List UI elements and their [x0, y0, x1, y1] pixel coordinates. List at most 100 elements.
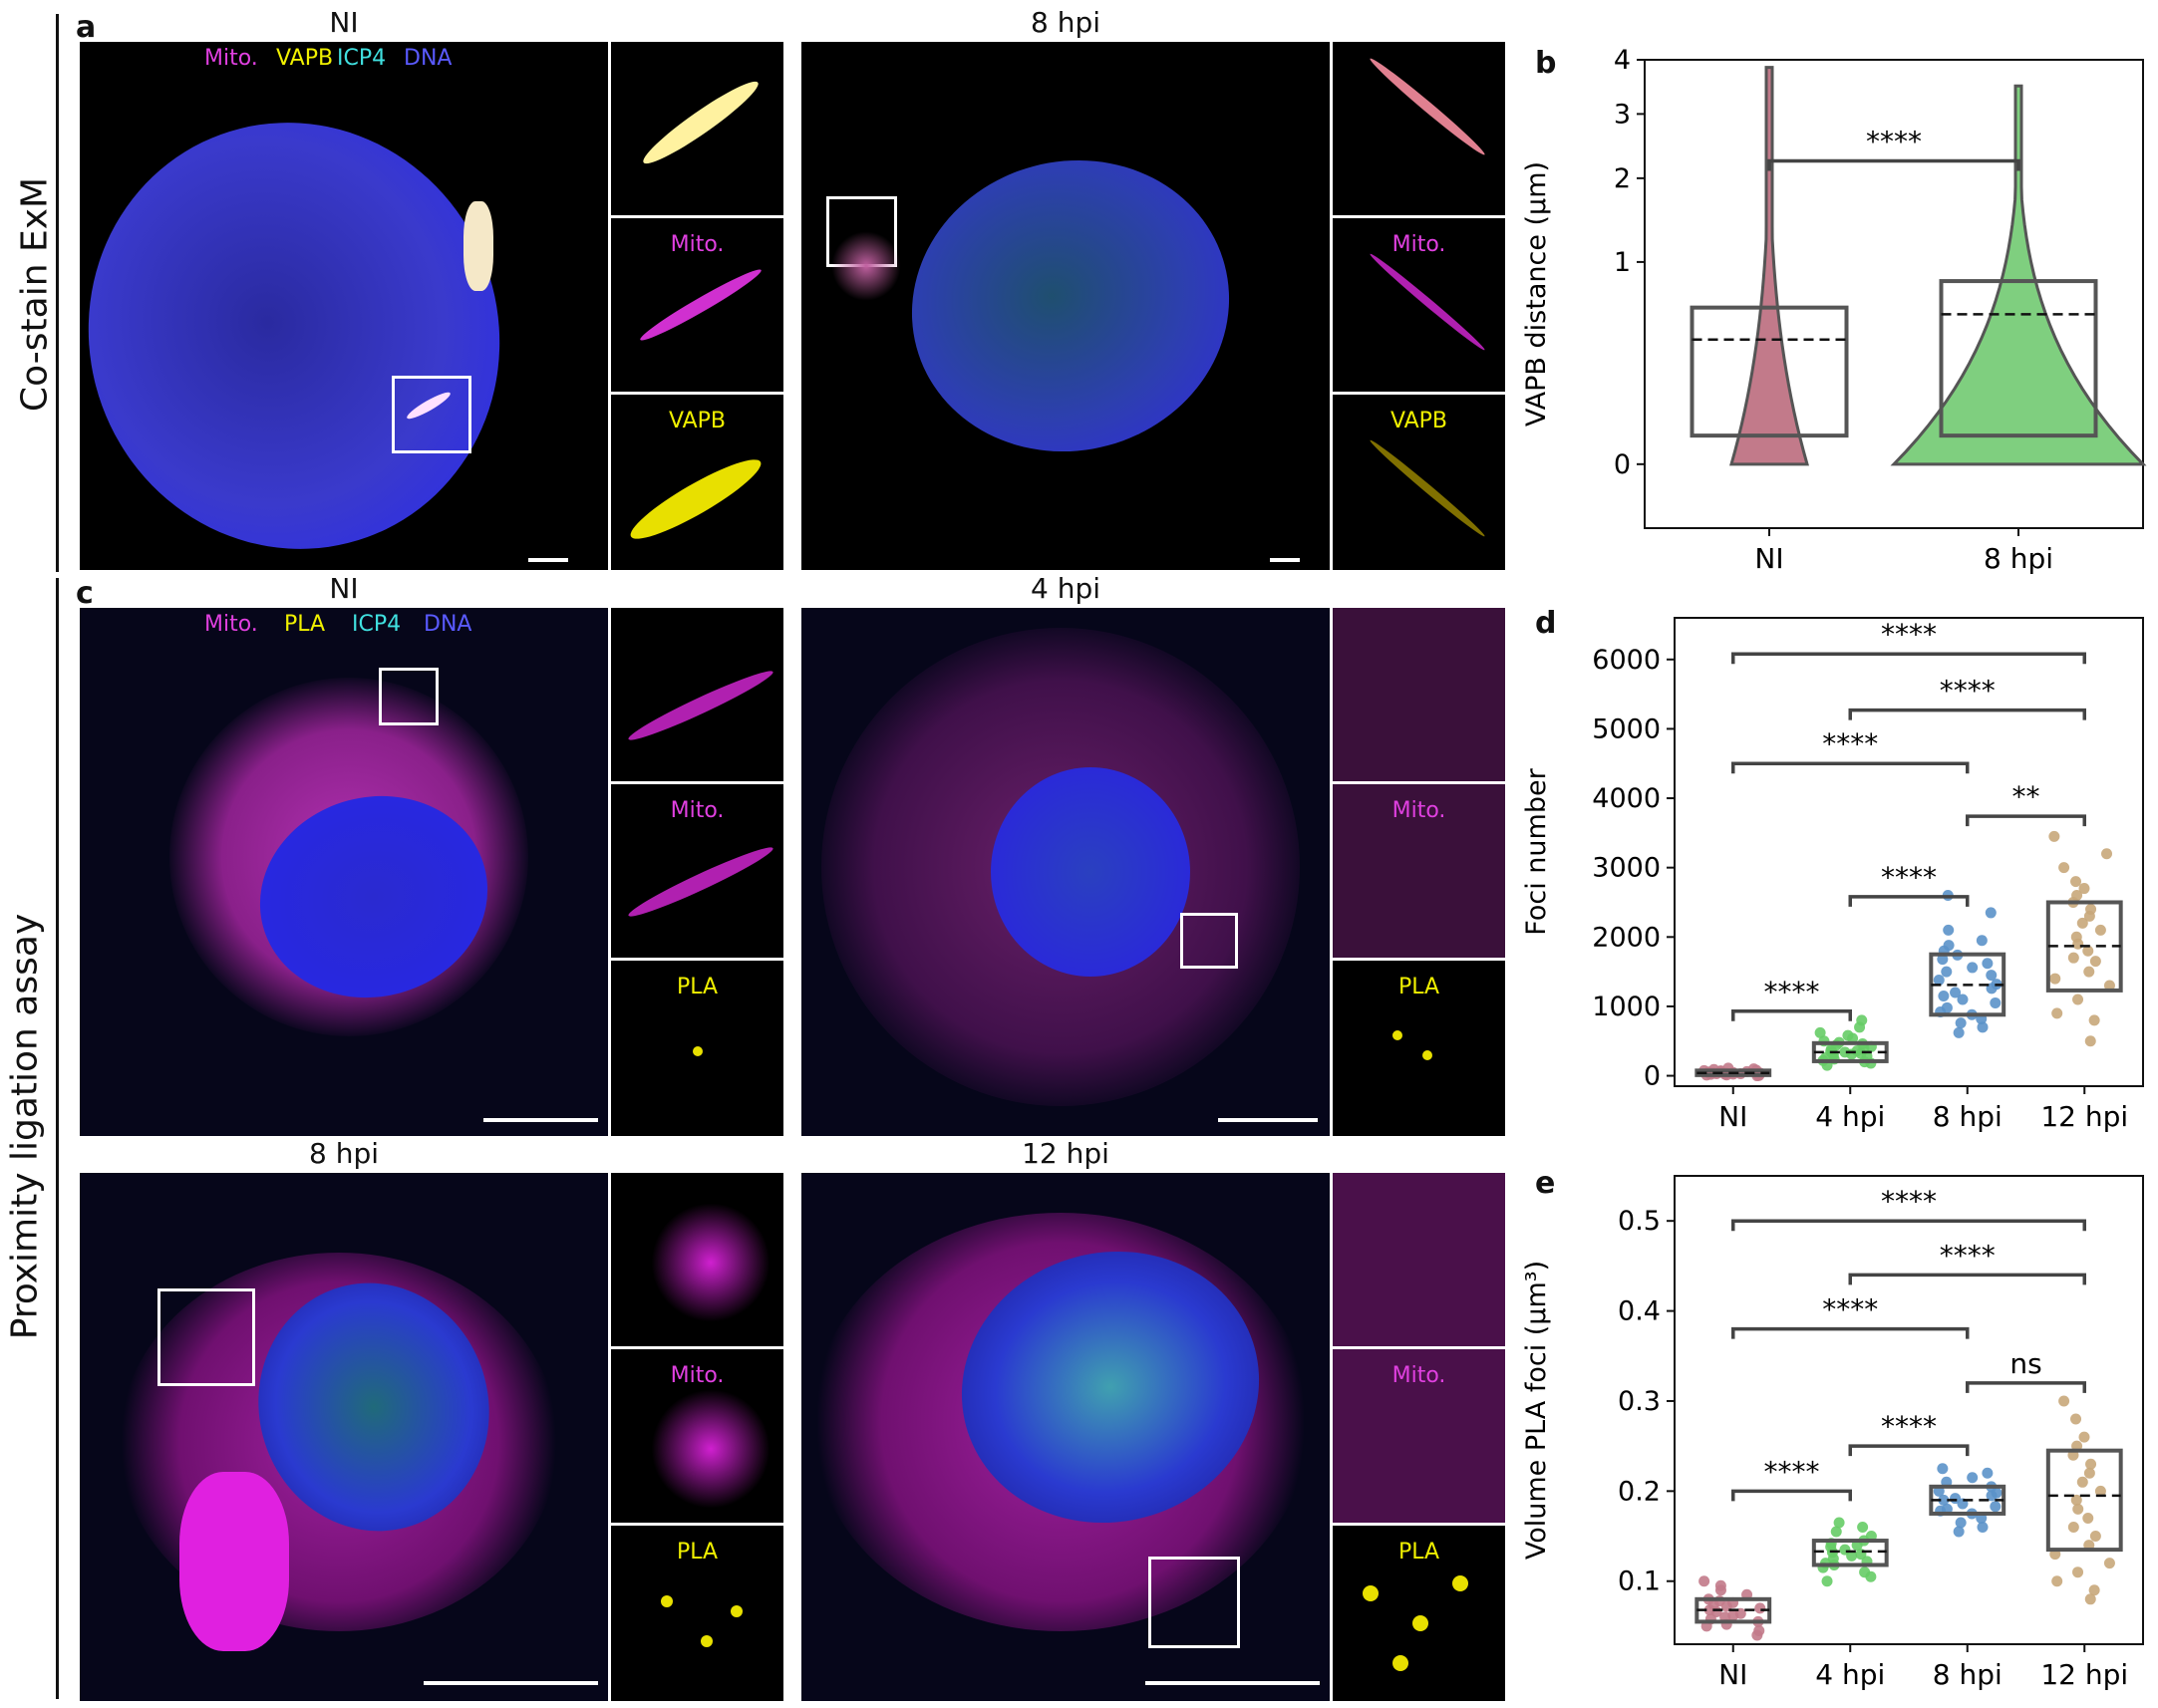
panel-a-title-8hpi: 8 hpi — [801, 6, 1330, 39]
scale-bar — [528, 558, 568, 562]
y-tick-label: 2 — [1614, 163, 1631, 194]
mito-network — [831, 231, 901, 301]
mito-signal — [1368, 251, 1487, 354]
row-label-coexm: Co-stain ExM — [15, 170, 56, 420]
inset-a-ni-merge — [611, 42, 783, 215]
data-point — [1842, 1030, 1853, 1041]
pla-spot — [731, 1605, 743, 1617]
pla-spot — [1412, 1615, 1428, 1631]
data-point — [1982, 1468, 1993, 1479]
inset-label-vapb: VAPB — [611, 409, 783, 433]
roi-box — [1180, 913, 1238, 969]
chart-b: 01234NI 8 hpiVAPB distance (µm)**** — [1515, 40, 2153, 598]
data-point — [1954, 1027, 1965, 1038]
significance-label: **** — [1764, 1455, 1820, 1488]
data-point — [2068, 953, 2079, 964]
inset-c-ni-pla: PLA — [611, 961, 783, 1136]
inset-label-mito: Mito. — [1333, 232, 1505, 257]
data-point — [1839, 1545, 1850, 1556]
micrograph-c-8hpi — [80, 1173, 608, 1701]
row-divider-top — [56, 14, 59, 572]
micrograph-a-8hpi — [801, 42, 1330, 570]
x-tick-label: 8 hpi — [1984, 542, 2053, 575]
mito-signal — [651, 1203, 771, 1322]
y-tick-label: 0 — [1614, 449, 1631, 480]
violin-8hpi — [1894, 86, 2143, 464]
channel-legend-vapb: VAPB — [276, 46, 333, 71]
data-point — [1982, 958, 1993, 969]
inset-label-pla: PLA — [611, 1540, 783, 1565]
y-axis-label: Volume PLA foci (µm³) — [1521, 1261, 1552, 1560]
y-tick-label: 0.1 — [1618, 1566, 1661, 1597]
data-point — [2078, 1432, 2089, 1443]
y-tick-label: 6000 — [1592, 645, 1661, 676]
data-point — [2085, 904, 2096, 915]
mito-cluster — [179, 1472, 289, 1651]
data-point — [1950, 1493, 1961, 1504]
significance-bracket — [1733, 654, 2085, 664]
y-tick-label: 4 — [1614, 45, 1631, 76]
x-tick-label: 12 hpi — [2040, 1100, 2128, 1133]
micrograph-c-4hpi — [801, 608, 1330, 1136]
inset-c-12hpi-merge — [1333, 1173, 1505, 1346]
inset-a-8hpi-mito: Mito. — [1333, 218, 1505, 392]
significance-label: ns — [2009, 1347, 2041, 1380]
data-point — [2077, 1477, 2088, 1488]
panel-c-title-12hpi: 12 hpi — [801, 1137, 1330, 1170]
data-point — [1986, 970, 1997, 981]
x-tick-label: 4 hpi — [1815, 1658, 1885, 1691]
box-12hpi — [2048, 1451, 2121, 1550]
significance-bracket — [1850, 897, 1968, 907]
vapb-signal — [1368, 437, 1487, 540]
data-point — [2089, 1584, 2100, 1595]
micrograph-a-ni: Mito. VAPB ICP4 DNA — [80, 42, 608, 570]
axes-frame — [1675, 618, 2143, 1086]
x-tick-label: 4 hpi — [1815, 1100, 1885, 1133]
inset-c-4hpi-mito: Mito. — [1333, 784, 1505, 958]
significance-label: **** — [1881, 1185, 1937, 1218]
significance-label: **** — [1866, 125, 1922, 157]
significance-label: **** — [1822, 727, 1878, 760]
significance-bracket — [1733, 1221, 2085, 1231]
data-point — [1834, 1517, 1845, 1528]
y-tick-label: 4000 — [1592, 783, 1661, 814]
scale-bar — [1218, 1118, 1318, 1122]
channel-legend-pla: PLA — [284, 612, 325, 637]
inset-c-12hpi-mito: Mito. — [1333, 1349, 1505, 1523]
inset-label-vapb: VAPB — [1333, 409, 1505, 433]
chart-e: 0.1 0.2 0.3 0.4 0.5 NI 4 hpi 8 hpi 12 hpi Volume … — [1515, 1156, 2153, 1708]
y-tick-label: 0.5 — [1618, 1206, 1661, 1237]
significance-label: **** — [1764, 976, 1820, 1008]
y-tick-label: 0.3 — [1618, 1386, 1661, 1417]
significance-bracket — [1968, 816, 2085, 826]
significance-bracket — [1850, 1275, 2084, 1284]
mito-signal — [651, 1389, 771, 1509]
inset-c-8hpi-pla: PLA — [611, 1526, 783, 1701]
nucleus — [879, 126, 1262, 487]
panel-c-title-4hpi: 4 hpi — [801, 572, 1330, 605]
pla-spot — [661, 1595, 673, 1607]
channel-legend-icp4: ICP4 — [337, 46, 386, 71]
y-axis-label: Foci number — [1521, 767, 1552, 935]
data-point — [2104, 1558, 2115, 1568]
significance-label: ** — [2012, 780, 2040, 813]
data-point — [1956, 1017, 1967, 1028]
inset-a-8hpi-vapb: VAPB — [1333, 395, 1505, 570]
data-point — [2085, 1035, 2096, 1046]
nucleus — [80, 65, 559, 570]
significance-bracket — [1733, 763, 1968, 773]
data-point — [1986, 907, 1997, 918]
y-tick-label: 5000 — [1592, 713, 1661, 744]
channel-legend-icp4: ICP4 — [352, 612, 401, 637]
y-tick-label: 0 — [1644, 1061, 1661, 1092]
inset-c-ni-merge — [611, 608, 783, 781]
pla-spot — [701, 1635, 713, 1647]
inset-label-pla: PLA — [1333, 1540, 1505, 1565]
data-point — [2051, 1007, 2062, 1018]
data-point — [2058, 862, 2069, 873]
data-point — [1977, 935, 1988, 946]
pla-spot — [1422, 1050, 1432, 1060]
data-point — [1815, 1027, 1826, 1038]
vapb-signal — [624, 449, 769, 550]
mito-cluster — [463, 201, 493, 291]
